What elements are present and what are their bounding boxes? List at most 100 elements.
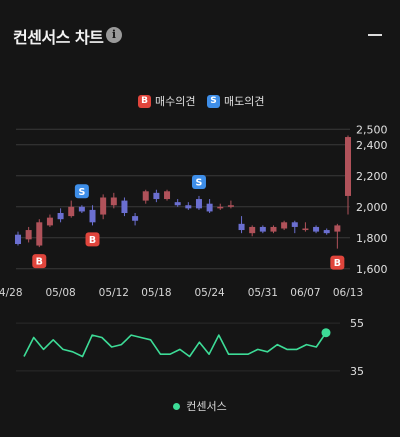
candle: [89, 205, 96, 226]
legend-sell-label: 매도의견: [224, 95, 265, 108]
candle: [259, 225, 266, 234]
x-tick-label: 06/07: [290, 287, 320, 299]
candle-body: [36, 222, 43, 246]
candle-body: [345, 137, 351, 196]
price-chart[interactable]: 1,600 1,800 2,000 2,200 2,400 2,500 04/28 05/08…: [0, 115, 400, 305]
candle: [323, 228, 330, 235]
y-tick-label: 1,800: [356, 232, 388, 245]
candle-body: [302, 228, 309, 231]
candle: [174, 199, 181, 207]
marker-badge: [85, 232, 100, 247]
candle-body: [100, 197, 107, 215]
candle: [132, 213, 139, 226]
candle-body: [281, 222, 288, 229]
candle: [36, 219, 43, 248]
candle: [164, 189, 171, 201]
candle: [281, 220, 288, 231]
y-tick-label: 2,400: [356, 139, 388, 152]
candle: [217, 203, 224, 210]
consensus-dot-icon: [173, 402, 181, 410]
candle: [153, 189, 160, 203]
marker-label: S: [196, 177, 203, 188]
candle: [270, 225, 277, 234]
candle: [238, 216, 245, 234]
marker-badge: [330, 255, 345, 270]
marker-badge: [74, 184, 89, 199]
candle: [142, 189, 149, 204]
candle-body: [121, 200, 128, 213]
candle: [206, 199, 213, 213]
candle-body: [334, 225, 341, 232]
buy-marker: B: [85, 232, 100, 247]
marker-label: B: [89, 235, 96, 246]
x-tick-label: 05/31: [248, 287, 278, 299]
candle-body: [238, 223, 245, 231]
consensus-legend-label: 컨센서스: [186, 400, 227, 413]
marker-label: B: [334, 258, 341, 269]
candle-body: [25, 230, 32, 240]
marker-label: S: [78, 187, 85, 198]
marker-badge: [191, 174, 206, 189]
candle-body: [249, 226, 256, 234]
candle: [334, 223, 341, 249]
consensus-line: [23, 332, 327, 358]
candle-body: [89, 209, 96, 223]
candle-body: [259, 226, 266, 232]
sell-badge-icon: S: [207, 94, 220, 108]
candle-body: [270, 226, 277, 232]
consensus-legend[interactable]: 컨센서스: [0, 398, 400, 414]
candle-body: [110, 197, 117, 206]
consensus-last-point: [321, 328, 331, 338]
candle-body: [132, 216, 139, 221]
candle-body: [206, 203, 213, 212]
candle: [302, 222, 309, 232]
candle-body: [46, 217, 53, 226]
candle-body: [185, 205, 192, 209]
y-tick-label: 35: [350, 365, 364, 378]
candle-body: [142, 191, 149, 201]
legend-buy[interactable]: B 매수의견: [138, 93, 195, 109]
sell-marker: S: [74, 184, 89, 199]
x-tick-label: 05/12: [99, 287, 129, 299]
legend-sell[interactable]: S 매도의견: [207, 93, 264, 109]
candle-body: [78, 206, 85, 212]
candle-body: [174, 202, 181, 206]
y-tick-label: 55: [350, 317, 364, 330]
candle-body: [313, 226, 320, 232]
sell-marker: S: [191, 174, 206, 189]
x-tick-label: 05/18: [141, 287, 171, 299]
candle: [291, 220, 298, 234]
candle: [25, 226, 32, 243]
candle-body: [15, 234, 21, 244]
x-tick-label: 04/28: [0, 287, 22, 299]
candle: [195, 195, 202, 210]
candle: [110, 192, 117, 209]
candle: [185, 202, 192, 210]
consensus-line-chart[interactable]: 55 35: [0, 308, 400, 388]
candle: [100, 194, 107, 220]
buy-marker: B: [32, 254, 47, 269]
candle-body: [291, 222, 298, 227]
candle: [78, 205, 85, 213]
candle: [46, 214, 53, 227]
candle: [68, 200, 75, 218]
candle-body: [217, 206, 224, 209]
candle: [227, 200, 234, 209]
x-tick-label: 06/13: [333, 287, 363, 299]
candle: [57, 208, 64, 223]
chart-legend: B 매수의견 S 매도의견: [0, 93, 400, 111]
candle-body: [153, 192, 160, 200]
buy-marker: B: [330, 255, 345, 270]
marker-label: B: [36, 257, 43, 268]
widget-header: 컨센서스 차트 i: [0, 0, 400, 70]
candle: [121, 197, 128, 217]
candle-body: [57, 213, 64, 220]
candle: [15, 231, 21, 246]
info-icon[interactable]: i: [106, 27, 122, 43]
y-tick-label: 2,200: [356, 170, 388, 183]
candle-body: [68, 206, 75, 217]
candle-body: [164, 191, 171, 200]
collapse-button[interactable]: [366, 25, 386, 45]
candle-body: [195, 199, 202, 209]
buy-badge-icon: B: [138, 94, 151, 108]
